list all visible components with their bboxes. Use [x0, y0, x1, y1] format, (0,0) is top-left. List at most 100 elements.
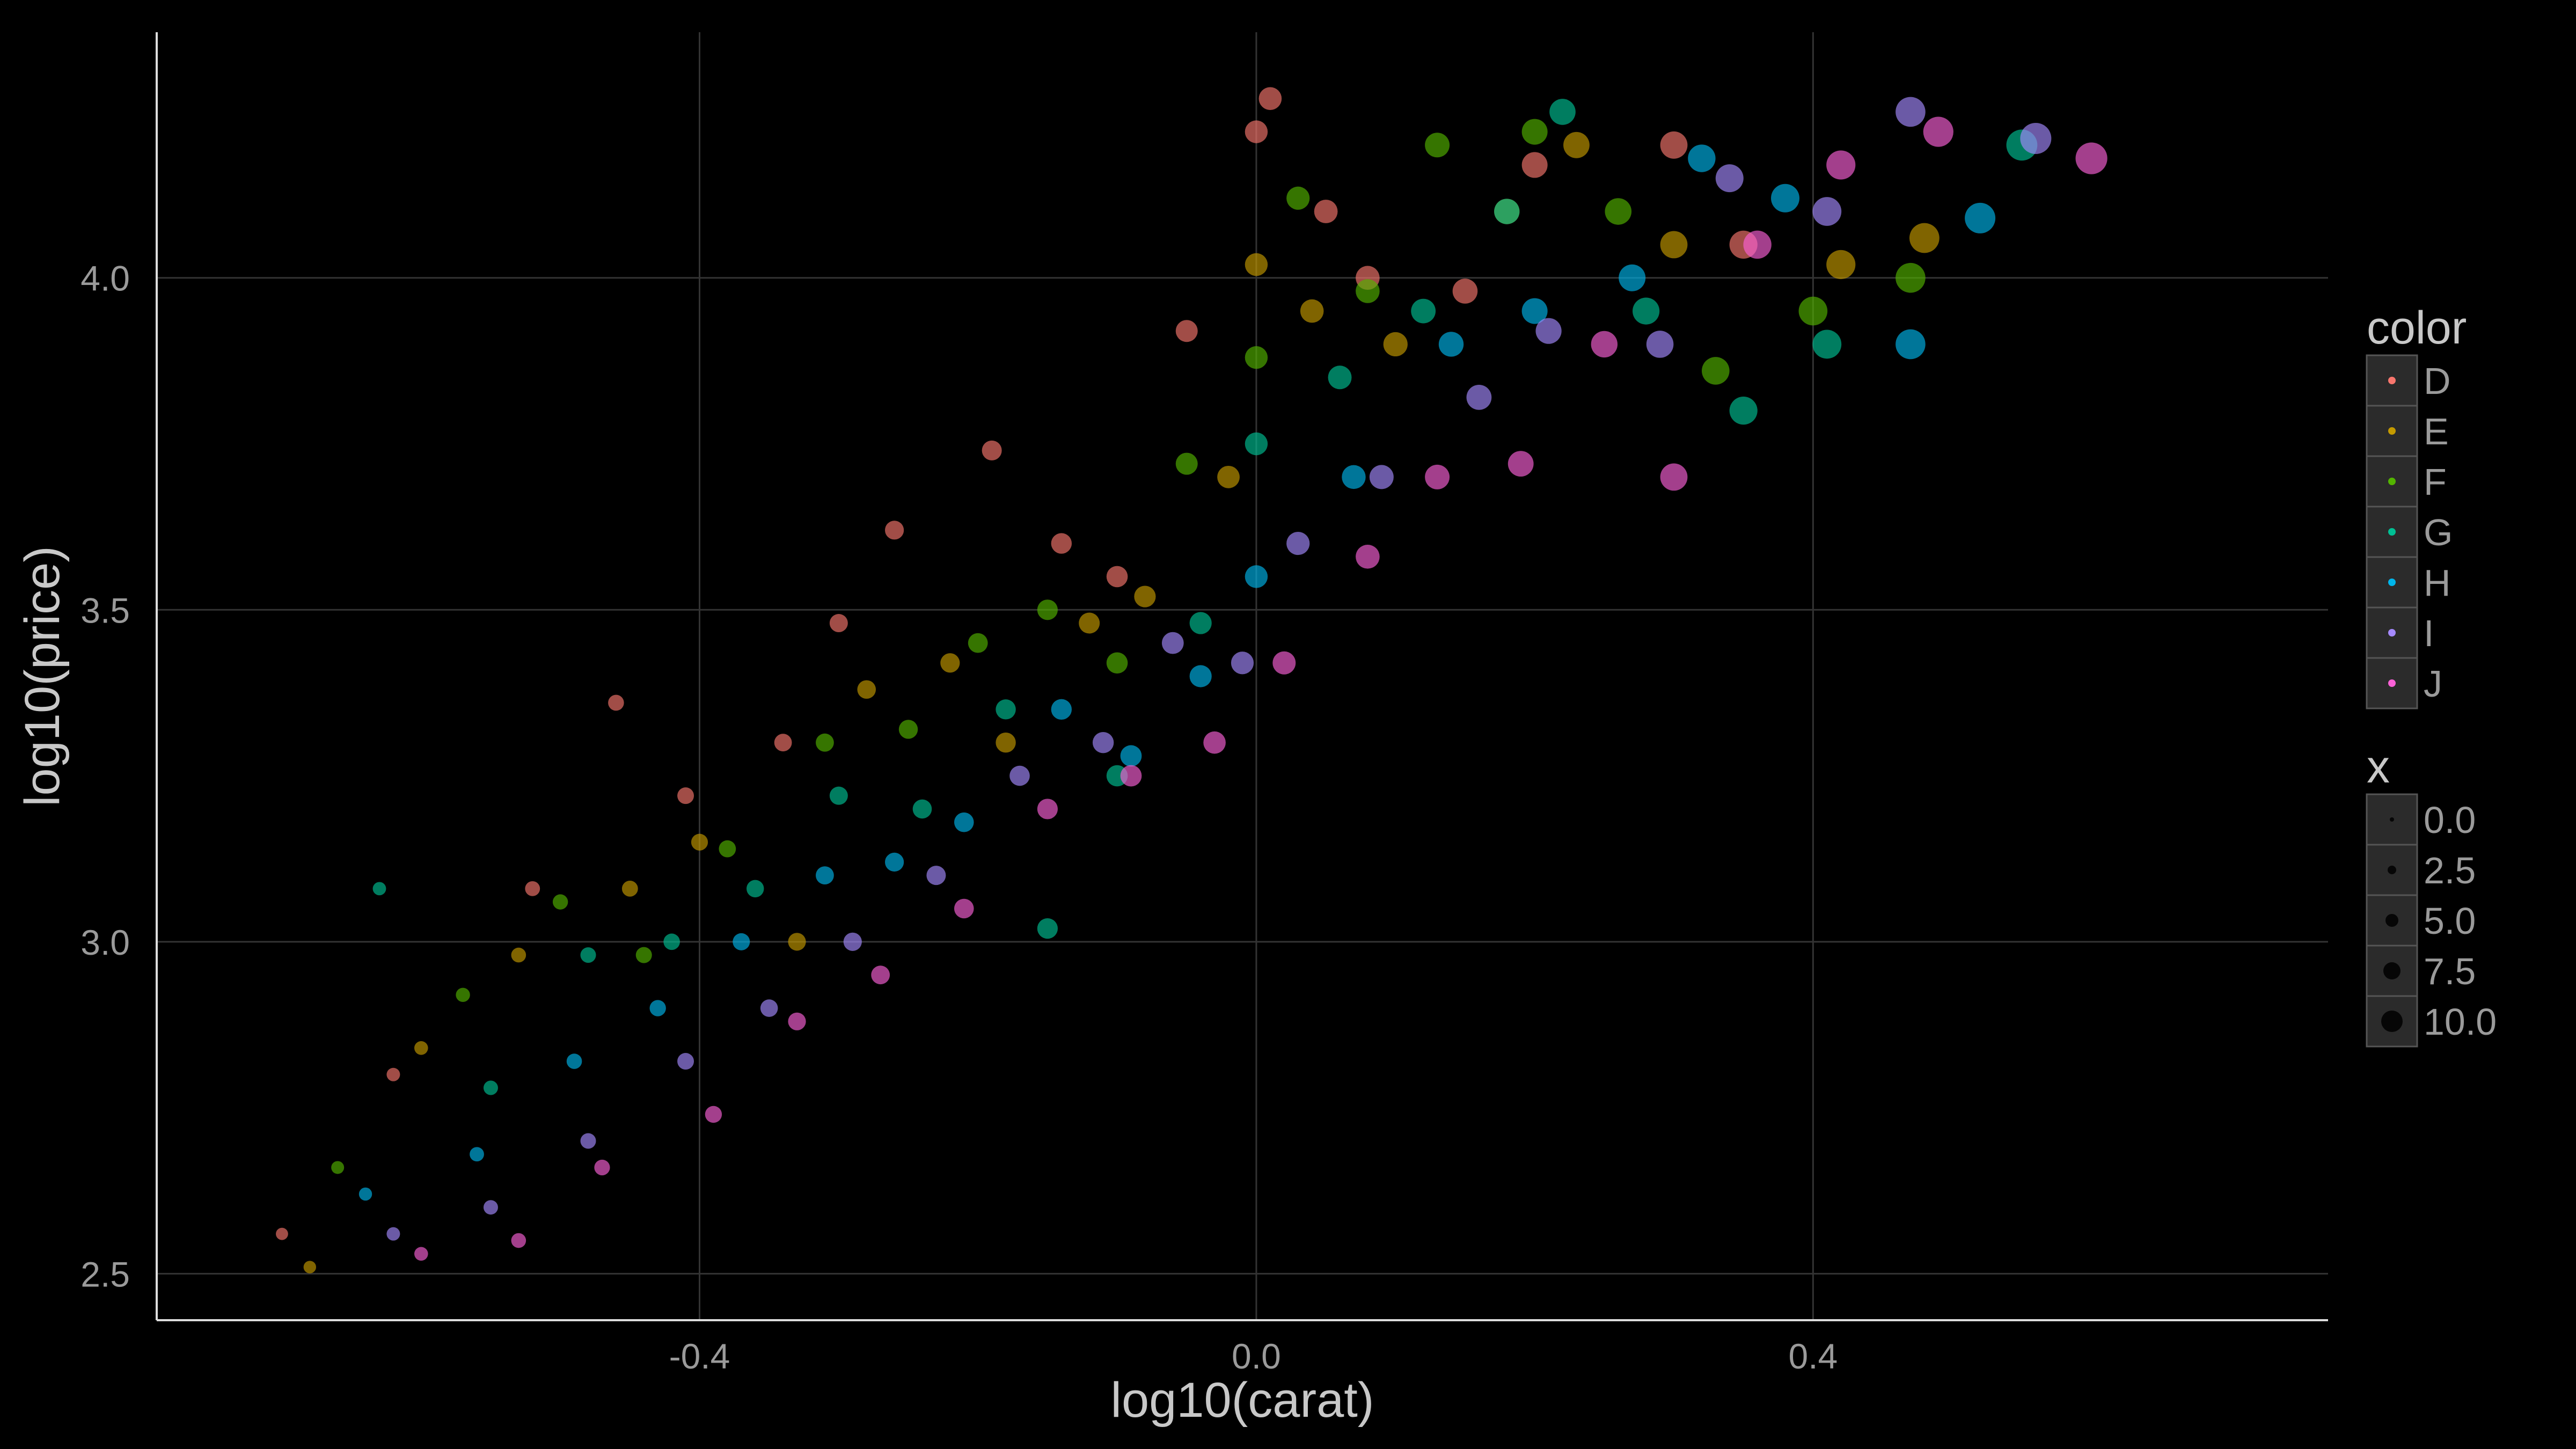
- data-point: [1079, 612, 1100, 634]
- data-point: [691, 833, 708, 851]
- data-point: [954, 812, 974, 832]
- data-point: [1660, 463, 1688, 491]
- data-point: [456, 987, 470, 1002]
- data-point: [1245, 346, 1268, 369]
- data-point: [1425, 464, 1450, 489]
- series-H: [358, 144, 1996, 1201]
- legend-label: 5.0: [2424, 900, 2476, 942]
- data-point: [1314, 200, 1338, 223]
- data-point: [1909, 223, 1940, 253]
- data-point: [885, 852, 904, 872]
- data-point: [1175, 452, 1198, 475]
- data-point: [1507, 451, 1534, 477]
- data-point: [1258, 87, 1282, 111]
- data-point: [1521, 119, 1548, 145]
- data-point: [1120, 745, 1142, 767]
- data-point: [511, 947, 526, 963]
- data-point: [829, 614, 848, 633]
- data-point: [1633, 297, 1660, 325]
- data-point: [898, 720, 918, 739]
- data-point: [1203, 731, 1226, 754]
- data-point: [1037, 918, 1058, 939]
- data-point: [1702, 357, 1730, 385]
- x-tick-label: 0.0: [1232, 1336, 1281, 1376]
- x-tick-label: -0.4: [669, 1336, 730, 1376]
- y-axis-title: log10(price): [15, 546, 70, 807]
- data-point: [982, 440, 1002, 460]
- data-point: [1106, 652, 1128, 674]
- data-point: [358, 1187, 372, 1201]
- axes: [156, 32, 2328, 1321]
- y-tick-labels: 2.5 3.0 3.5 4.0: [80, 259, 130, 1294]
- data-point: [760, 999, 778, 1017]
- legend-label: I: [2424, 612, 2434, 654]
- legend-label: 2.5: [2424, 850, 2476, 891]
- legend-label: D: [2424, 360, 2451, 402]
- legend-label: J: [2424, 663, 2442, 705]
- data-point: [552, 894, 568, 910]
- data-point: [525, 881, 540, 896]
- data-point: [1826, 150, 1856, 180]
- data-point: [1771, 184, 1799, 213]
- data-point: [1660, 131, 1688, 159]
- data-point: [1896, 329, 1926, 360]
- data-point: [843, 932, 862, 951]
- legend-label: 10.0: [2424, 1001, 2497, 1043]
- data-point: [1660, 231, 1688, 259]
- legend-swatch: [2388, 679, 2396, 687]
- legend-label: G: [2424, 511, 2453, 553]
- data-point: [1563, 131, 1590, 158]
- legend-label: F: [2424, 461, 2447, 503]
- data-point: [1328, 365, 1352, 390]
- data-point: [414, 1041, 428, 1055]
- data-point: [386, 1067, 400, 1081]
- data-point: [885, 521, 904, 540]
- x-tick-labels: -0.4 0.0 0.4: [669, 1336, 1838, 1376]
- data-point: [1729, 397, 1758, 425]
- data-point: [566, 1053, 582, 1069]
- data-point: [1272, 651, 1296, 675]
- legend-label: 0.0: [2424, 799, 2476, 841]
- data-point: [1798, 296, 1828, 326]
- data-point: [871, 965, 890, 985]
- data-point: [1619, 264, 1646, 291]
- legend-label: E: [2424, 411, 2449, 452]
- data-point: [1161, 632, 1184, 654]
- x-tick-label: 0.4: [1788, 1336, 1838, 1376]
- y-tick-label: 4.0: [80, 259, 130, 298]
- data-point: [774, 734, 792, 752]
- data-point: [1106, 566, 1128, 588]
- data-point: [1189, 665, 1212, 687]
- data-point: [483, 1080, 498, 1095]
- data-point: [1037, 599, 1058, 620]
- data-point: [1369, 465, 1394, 489]
- data-point: [635, 947, 652, 963]
- data-point: [483, 1200, 498, 1215]
- data-point: [1009, 765, 1030, 786]
- data-point: [1452, 279, 1478, 304]
- legend-title-x: x: [2367, 741, 2390, 793]
- data-point: [1646, 331, 1674, 358]
- data-point: [1812, 330, 1842, 359]
- data-point: [954, 898, 974, 919]
- data-point: [1549, 99, 1576, 125]
- data-point: [649, 1000, 666, 1016]
- legend-swatch: [2388, 629, 2396, 636]
- data-point: [1425, 133, 1450, 158]
- data-point: [1494, 199, 1520, 224]
- data-point: [1037, 799, 1058, 819]
- data-point: [912, 799, 932, 819]
- data-point: [996, 699, 1016, 720]
- data-point: [1342, 465, 1366, 489]
- data-point: [926, 866, 946, 885]
- data-point: [829, 786, 848, 805]
- data-point: [1286, 186, 1310, 210]
- data-point: [816, 733, 834, 752]
- data-point: [1383, 332, 1408, 357]
- data-point: [1521, 298, 1548, 324]
- data-point: [1896, 97, 1926, 127]
- data-point: [594, 1159, 610, 1176]
- data-point: [940, 653, 960, 673]
